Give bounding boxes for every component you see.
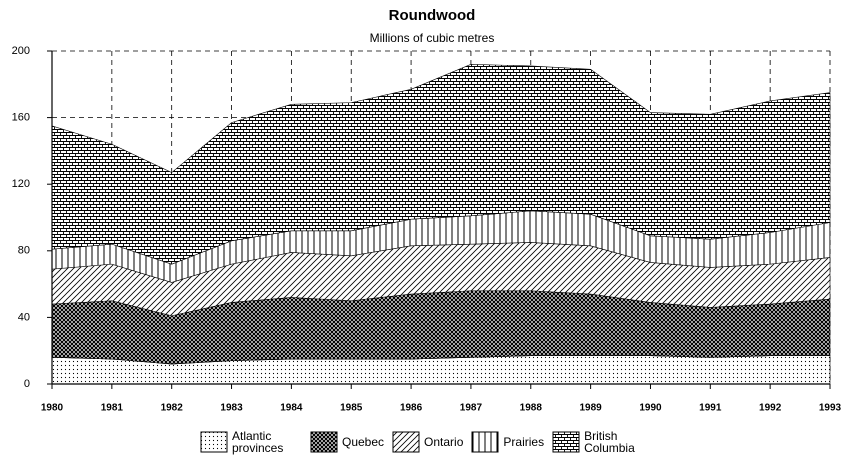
legend-swatch (310, 431, 338, 453)
legend-swatch (552, 431, 580, 453)
x-tick-label: 1988 (520, 403, 543, 414)
x-tick-label: 1993 (819, 403, 842, 414)
area (51, 64, 831, 265)
x-tick-label: 1983 (220, 403, 243, 414)
legend-label: British Columbia (584, 429, 635, 455)
legend-label: Atlantic provinces (232, 429, 284, 455)
x-tick-label: 1981 (101, 403, 124, 414)
y-tick-label: 200 (12, 45, 30, 57)
chart: Roundwood Millions of cubic metres 0 40 80… (12, 7, 842, 414)
x-tick-label: 1989 (579, 403, 602, 414)
x-tick-label: 1987 (460, 403, 483, 414)
x-tick-label: 1986 (400, 403, 423, 414)
legend-swatch-box (471, 431, 499, 453)
legend-item: British Columbia (552, 430, 654, 454)
x-tick-label: 1980 (41, 403, 64, 414)
legend-swatch-box (200, 431, 228, 453)
legend-item: Prairies (471, 431, 544, 453)
x-tick-label: 1991 (699, 403, 722, 414)
legend-item: Atlantic provinces (200, 430, 302, 454)
legend-swatch (392, 431, 420, 453)
legend-swatch-box (552, 431, 580, 453)
legend-item: Ontario (392, 431, 463, 453)
legend-label: Quebec (342, 435, 385, 449)
legend-label: Ontario (424, 435, 464, 449)
y-tick-label: 80 (18, 245, 30, 257)
legend: Atlantic provinces Quebec Ontario Prairies B… (200, 430, 654, 454)
x-tick-label: 1984 (280, 403, 303, 414)
legend-label: Prairies (503, 435, 545, 449)
y-tick-label: 120 (12, 178, 30, 190)
legend-swatch (200, 431, 228, 453)
legend-swatch-box (310, 431, 338, 453)
x-tick-label: 1990 (639, 403, 662, 414)
legend-swatch (471, 431, 499, 453)
y-tick-label: 40 (18, 311, 30, 323)
chart-subtitle: Millions of cubic metres (370, 31, 495, 45)
x-tick-label: 1985 (340, 403, 363, 414)
chart-title: Roundwood (389, 7, 476, 24)
legend-swatch-box (392, 431, 420, 453)
legend-item: Quebec (310, 431, 384, 453)
x-tick-label: 1992 (759, 403, 782, 414)
x-tick-label: 1982 (161, 403, 184, 414)
y-tick-label: 0 (24, 378, 30, 390)
y-tick-label: 160 (12, 112, 30, 124)
